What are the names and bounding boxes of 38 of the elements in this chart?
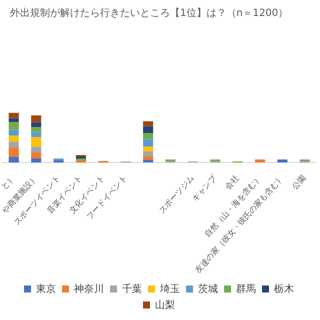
bar xyxy=(143,139,154,147)
legend-label: 栃木 xyxy=(274,282,294,295)
legend-label: 群馬 xyxy=(236,282,256,295)
bar xyxy=(31,146,42,153)
legend-label: 山梨 xyxy=(155,298,175,311)
bar xyxy=(8,118,19,122)
bar xyxy=(143,146,154,152)
bar xyxy=(143,152,154,156)
chart-title: 外出規制が解けたら行きたいところ【1位】は？（n＝1200） xyxy=(10,6,290,20)
bar xyxy=(254,159,266,162)
bar xyxy=(143,133,154,140)
x-tick-label: 会社 xyxy=(223,173,241,192)
legend-label: 東京 xyxy=(36,282,56,295)
bar xyxy=(143,160,154,162)
bar xyxy=(8,130,19,136)
x-tick-label: と） xyxy=(0,173,17,192)
bar xyxy=(31,127,42,132)
legend-label: 神奈川 xyxy=(74,282,104,295)
legend-label: 埼玉 xyxy=(159,282,180,295)
bar xyxy=(31,152,42,158)
bar xyxy=(277,159,288,162)
bar xyxy=(143,156,154,160)
bar xyxy=(8,142,19,148)
bar xyxy=(31,158,42,162)
bar xyxy=(31,137,42,147)
bar xyxy=(143,121,154,126)
bar xyxy=(8,122,19,130)
bar xyxy=(8,112,19,118)
legend-label: 茨城 xyxy=(198,282,218,295)
bar xyxy=(8,156,19,162)
legend-label: 千葉 xyxy=(122,282,142,295)
bar xyxy=(8,148,19,157)
bar xyxy=(143,126,154,134)
bar xyxy=(31,132,42,138)
x-tick-label: 公園 xyxy=(290,173,308,192)
bar xyxy=(31,115,42,122)
bar xyxy=(8,136,19,142)
bar xyxy=(31,122,42,128)
